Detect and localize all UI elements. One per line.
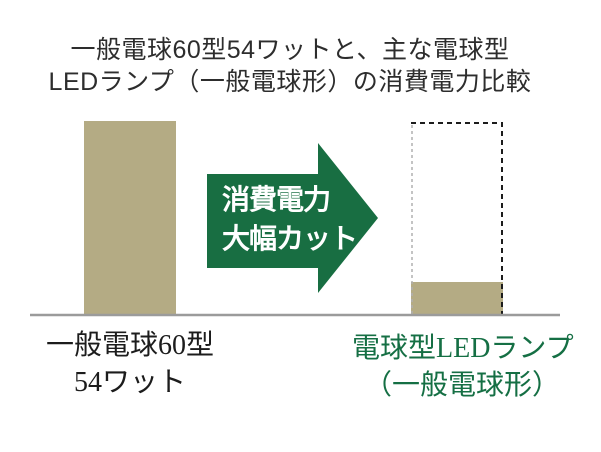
bar-led-fill	[411, 282, 503, 315]
arrow-caption: 消費電力 大幅カット	[222, 180, 358, 258]
label-incandescent-line2: 54ワット	[73, 367, 186, 398]
label-incandescent-line1: 一般電球60型	[45, 330, 214, 361]
label-led-line2: （一般電球形）	[363, 370, 560, 401]
chart-title-line1: 一般電球60型54ワットと、主な電球型	[70, 36, 510, 64]
chart-title-line2: LEDランプ（一般電球形）の消費電力比較	[48, 68, 532, 96]
arrow-caption-line1: 消費電力	[222, 184, 331, 215]
arrow-caption-line2: 大幅カット	[222, 223, 358, 254]
chart-title: 一般電球60型54ワットと、主な電球型 LEDランプ（一般電球形）の消費電力比較	[0, 34, 580, 98]
reduction-arrow-icon	[207, 143, 378, 293]
ghost-outline-top-right	[411, 122, 503, 315]
bar-incandescent	[84, 121, 176, 315]
label-led: 電球型LEDランプ （一般電球形）	[352, 330, 574, 404]
label-incandescent: 一般電球60型 54ワット	[20, 327, 240, 401]
label-led-line1: 電球型LEDランプ	[352, 333, 574, 364]
